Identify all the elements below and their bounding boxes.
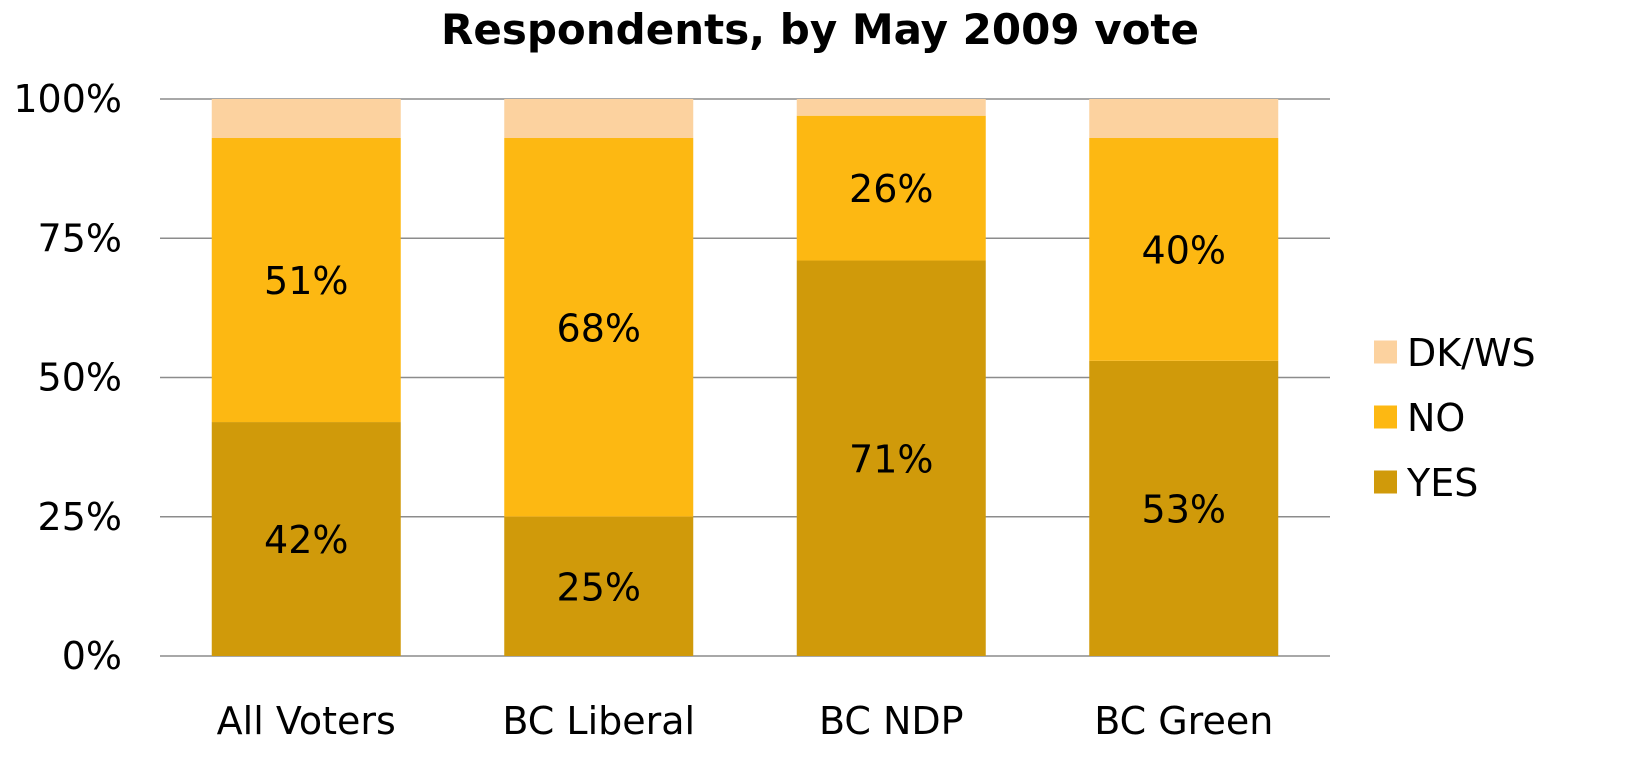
- bars: [211, 99, 1279, 656]
- legend-label: NO: [1407, 396, 1465, 440]
- bar-dk-ws-bc-liberal: [504, 99, 694, 138]
- bar-yes-bc-ndp: [796, 260, 986, 656]
- y-tick-label: 75%: [38, 216, 122, 260]
- data-labels: 42% 51% 25% 68% 71% 26% 53% 40%: [264, 167, 1226, 609]
- x-tick-label: BC Green: [1094, 699, 1273, 743]
- legend-label: YES: [1406, 461, 1478, 505]
- legend-swatch: [1374, 405, 1397, 429]
- x-axis: All Voters BC Liberal BC NDP BC Green: [217, 699, 1274, 743]
- data-label: 68%: [557, 306, 641, 350]
- data-label: 51%: [264, 259, 348, 303]
- bar-dk-ws-bc-green: [1089, 99, 1279, 138]
- data-label: 71%: [849, 437, 933, 481]
- bar-yes-all-voters: [211, 422, 401, 656]
- legend-swatch: [1374, 470, 1397, 494]
- bar-no-all-voters: [211, 137, 401, 423]
- bar-yes-bc-liberal: [504, 516, 694, 656]
- bar-yes-bc-green: [1089, 360, 1279, 656]
- legend-label: DK/WS: [1407, 331, 1536, 375]
- y-tick-label: 100%: [13, 77, 122, 121]
- legend-swatch: [1374, 340, 1397, 364]
- y-tick-label: 0%: [62, 634, 122, 678]
- chart-title: Respondents, by May 2009 vote: [441, 5, 1199, 54]
- bar-no-bc-ndp: [796, 115, 986, 261]
- bar-no-bc-green: [1089, 137, 1279, 361]
- x-tick-label: All Voters: [217, 699, 396, 743]
- data-label: 26%: [849, 167, 933, 211]
- bar-no-bc-liberal: [504, 137, 694, 517]
- data-label: 40%: [1142, 228, 1226, 272]
- y-axis: 0% 25% 50% 75% 100%: [13, 77, 122, 678]
- x-tick-label: BC Liberal: [502, 699, 695, 743]
- x-tick-label: BC NDP: [819, 699, 964, 743]
- legend: DK/WS NO YES: [1374, 331, 1536, 505]
- y-tick-label: 25%: [38, 495, 122, 539]
- y-tick-label: 50%: [38, 356, 122, 400]
- bar-dk-ws-all-voters: [211, 99, 401, 138]
- data-label: 53%: [1142, 487, 1226, 531]
- data-label: 25%: [557, 565, 641, 609]
- data-label: 42%: [264, 518, 348, 562]
- bar-dk-ws-bc-ndp: [796, 99, 986, 116]
